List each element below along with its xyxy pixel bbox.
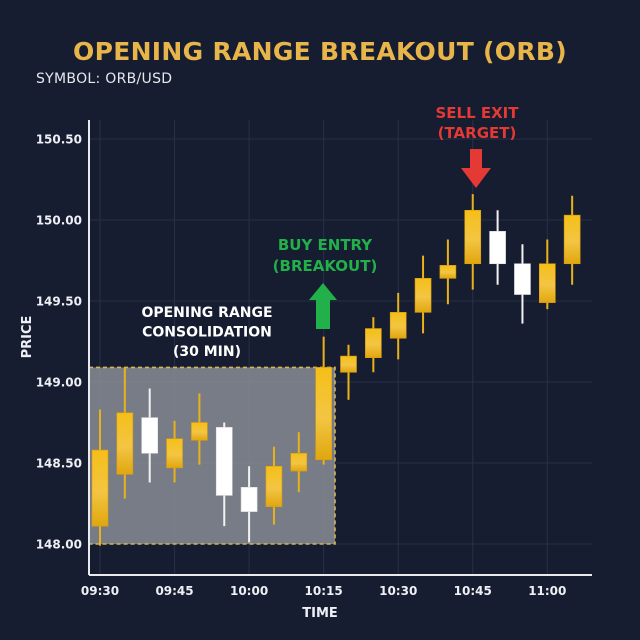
candle-bullish [191, 393, 208, 465]
candle-bearish [240, 466, 258, 543]
candle-body [240, 486, 258, 512]
y-tick-label: 148.00 [36, 538, 82, 552]
candle-body [116, 412, 134, 475]
y-tick-label: 149.50 [36, 295, 82, 309]
symbol-label: SYMBOL: ORB/USD [36, 71, 173, 87]
sell-exit-label: (TARGET) [438, 124, 517, 142]
candle-bearish [141, 388, 158, 483]
candle-body [514, 263, 531, 295]
candle-bearish [215, 422, 233, 527]
x-axis-title: TIME [302, 606, 338, 621]
x-tick-label: 10:30 [379, 584, 417, 598]
candle-body [464, 209, 482, 265]
candle-bullish [340, 344, 357, 400]
candle-body [315, 367, 332, 461]
candle-body [489, 231, 506, 265]
buy-entry-annotation: BUY ENTRY (BREAKOUT) [273, 236, 378, 329]
y-tick-label: 150.50 [36, 133, 82, 147]
candle-bullish [315, 336, 332, 465]
y-tick-label: 148.50 [36, 457, 82, 471]
candle-body [439, 265, 457, 279]
candles [91, 194, 581, 546]
arrow-down-icon [461, 149, 491, 188]
candle-body [191, 422, 208, 441]
x-tick-label: 10:15 [305, 584, 343, 598]
candle-bullish [91, 409, 109, 546]
opening-range-label: (30 MIN) [173, 344, 241, 360]
x-tick-label: 10:45 [454, 584, 492, 598]
candle-body [389, 312, 407, 339]
candle-bullish [290, 432, 308, 493]
buy-entry-label: BUY ENTRY [278, 236, 373, 254]
candle-bearish [514, 244, 531, 324]
annotations: BUY ENTRY (BREAKOUT) SELL EXIT (TARGET) [273, 104, 519, 329]
candle-bullish [414, 255, 432, 334]
x-tick-label: 09:45 [155, 584, 193, 598]
x-tick-label: 09:30 [81, 584, 119, 598]
sell-exit-annotation: SELL EXIT (TARGET) [435, 104, 519, 188]
y-tick-label: 149.00 [36, 376, 82, 390]
sell-exit-label: SELL EXIT [435, 104, 519, 122]
candle-body [340, 355, 357, 373]
candle-bullish [265, 446, 283, 525]
opening-range-label: OPENING RANGE [141, 305, 272, 321]
candle-bullish [166, 420, 183, 483]
candle-bullish [563, 195, 581, 285]
candle-body [265, 465, 283, 508]
x-tick-label: 10:00 [230, 584, 268, 598]
y-axis-title: PRICE [20, 316, 35, 359]
candle-body [166, 438, 183, 469]
candle-body [563, 214, 581, 265]
opening-range-label: CONSOLIDATION [142, 325, 272, 341]
arrow-up-icon [309, 283, 337, 329]
chart-title: OPENING RANGE BREAKOUT (ORB) [73, 37, 567, 66]
buy-entry-label: (BREAKOUT) [273, 257, 378, 275]
candle-body [414, 278, 432, 313]
y-tick-label: 150.00 [36, 214, 82, 228]
candle-body [91, 449, 109, 527]
candle-body [290, 452, 308, 472]
x-tick-label: 11:00 [528, 584, 566, 598]
candle-body [538, 263, 556, 303]
candle-bullish [365, 317, 382, 373]
candle-body [365, 328, 382, 359]
candle-bullish [464, 194, 482, 290]
axes: 148.00 148.50 149.00 149.50 150.00 150.50 09:3… [20, 120, 592, 621]
candle-bullish [116, 367, 134, 499]
candle-body [215, 427, 233, 496]
candle-bullish [389, 292, 407, 360]
candle-bearish [489, 210, 506, 285]
candle-bullish [439, 239, 457, 305]
candle-bullish [538, 239, 556, 310]
candle-body [141, 417, 158, 454]
